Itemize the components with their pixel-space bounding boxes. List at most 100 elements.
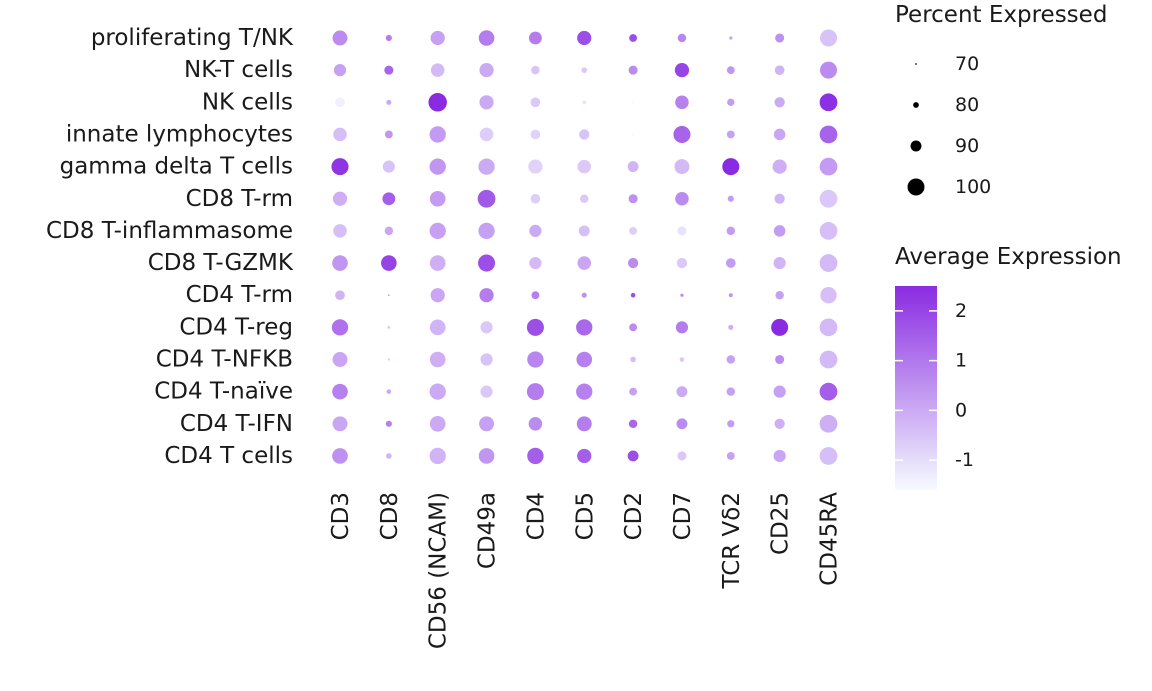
dot bbox=[677, 226, 687, 236]
dot bbox=[819, 414, 838, 433]
size-legend: Percent Expressed 70 80 90 100 bbox=[895, 2, 1107, 198]
dot bbox=[676, 386, 688, 398]
dot bbox=[677, 451, 687, 461]
dot bbox=[628, 65, 638, 75]
column-label: CD49a bbox=[475, 492, 501, 569]
row-label: CD4 T-IFN bbox=[180, 411, 293, 437]
dot bbox=[628, 419, 638, 429]
dot bbox=[429, 383, 446, 400]
dot bbox=[381, 255, 397, 271]
dot bbox=[676, 257, 688, 269]
row-label: proliferating T/NK bbox=[91, 25, 294, 51]
dot bbox=[630, 292, 636, 298]
row-label: CD4 T cells bbox=[164, 443, 293, 469]
dot bbox=[429, 255, 446, 271]
dot bbox=[480, 385, 493, 398]
dot bbox=[384, 226, 394, 236]
dot bbox=[479, 127, 494, 142]
dot bbox=[627, 161, 639, 173]
row-label: CD8 T-GZMK bbox=[148, 250, 294, 276]
column-label: CD7 bbox=[670, 492, 696, 540]
dot bbox=[576, 351, 593, 368]
dot bbox=[819, 125, 838, 144]
dot bbox=[382, 160, 395, 173]
row-label: CD4 T-NFKB bbox=[156, 347, 293, 373]
size-legend-title: Percent Expressed bbox=[895, 2, 1107, 28]
dot bbox=[581, 292, 587, 298]
dot bbox=[629, 387, 638, 396]
colorbar bbox=[895, 286, 937, 490]
colorbar-label: -1 bbox=[955, 449, 974, 471]
dot bbox=[388, 294, 390, 297]
dot bbox=[526, 318, 544, 336]
column-label: CD8 bbox=[377, 492, 403, 540]
dot bbox=[478, 222, 495, 240]
dot bbox=[577, 448, 592, 464]
dot bbox=[332, 191, 348, 206]
dot bbox=[580, 194, 589, 203]
dot bbox=[530, 193, 541, 204]
row-label: NK-T cells bbox=[184, 57, 293, 83]
dot bbox=[430, 30, 445, 46]
dot bbox=[582, 100, 587, 105]
dot bbox=[430, 63, 445, 77]
dot bbox=[528, 159, 543, 174]
dot bbox=[726, 130, 735, 139]
dot bbox=[480, 353, 493, 366]
row-label: CD8 T-rm bbox=[186, 186, 293, 212]
dot bbox=[576, 416, 592, 432]
dot-grid bbox=[331, 29, 838, 465]
dot bbox=[819, 350, 838, 369]
dot bbox=[726, 452, 735, 460]
dot bbox=[677, 33, 687, 43]
dot bbox=[771, 318, 789, 336]
dot bbox=[726, 387, 736, 396]
dot bbox=[728, 324, 734, 330]
colorbar-label: 2 bbox=[955, 300, 967, 322]
dot bbox=[576, 383, 593, 400]
dot bbox=[819, 222, 838, 240]
dot bbox=[527, 351, 544, 368]
dot bbox=[382, 192, 396, 206]
dot bbox=[332, 255, 348, 271]
dot bbox=[722, 158, 740, 176]
dot bbox=[531, 291, 540, 300]
dot bbox=[429, 126, 446, 143]
size-legend-label: 80 bbox=[955, 94, 979, 116]
column-label: TCR Vδ2 bbox=[719, 492, 745, 590]
size-legend-dot bbox=[907, 178, 925, 196]
dot bbox=[333, 127, 347, 142]
dot bbox=[479, 416, 495, 432]
dot bbox=[335, 290, 345, 301]
column-label: CD5 bbox=[572, 492, 598, 540]
dot bbox=[429, 319, 446, 336]
dot bbox=[727, 420, 735, 428]
dot bbox=[429, 222, 446, 240]
dot bbox=[774, 193, 785, 204]
dot bbox=[675, 95, 689, 110]
dot bbox=[332, 352, 348, 367]
dot bbox=[531, 65, 540, 75]
dot bbox=[819, 61, 838, 79]
dot bbox=[429, 158, 446, 175]
dot bbox=[384, 65, 394, 75]
dot bbox=[629, 323, 638, 332]
dot bbox=[773, 225, 786, 237]
x-axis-labels: CD3 CD8 CD56 (NCAM) CD49a CD4 CD5 CD2 CD7 TCR Vδ… bbox=[328, 492, 843, 649]
dot bbox=[479, 63, 494, 78]
dot bbox=[676, 418, 688, 430]
dot bbox=[429, 447, 446, 465]
dot bbox=[384, 130, 393, 139]
dot bbox=[725, 258, 736, 268]
dot bbox=[679, 357, 685, 362]
dot bbox=[774, 65, 785, 75]
size-legend-dot bbox=[915, 63, 917, 65]
dot bbox=[772, 159, 787, 174]
size-legend-dot bbox=[913, 102, 919, 108]
column-label: CD2 bbox=[621, 492, 647, 540]
dot bbox=[673, 125, 691, 143]
column-label: CD56 (NCAM) bbox=[426, 492, 452, 649]
dot bbox=[478, 158, 495, 175]
dot bbox=[428, 93, 447, 112]
